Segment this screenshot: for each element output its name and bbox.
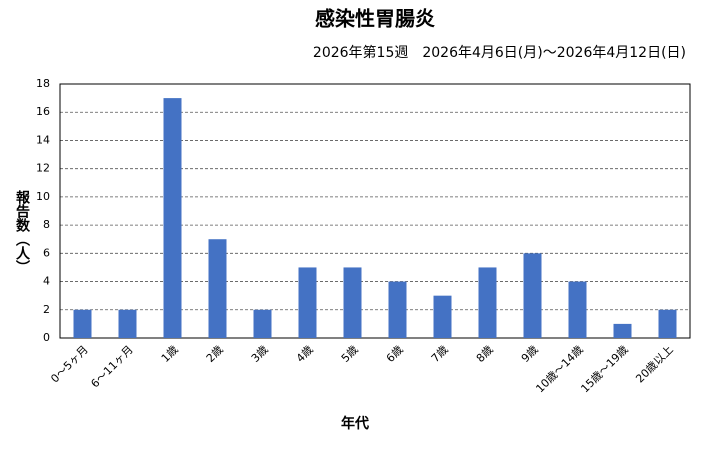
bar — [523, 253, 542, 338]
x-tick-label: 0～5ヶ月 — [48, 343, 90, 385]
bar — [163, 98, 182, 338]
bar — [298, 267, 317, 338]
y-tick-label: 8 — [43, 218, 50, 231]
x-tick-label: 10歳～14歳 — [533, 343, 585, 395]
y-tick-label: 4 — [43, 275, 50, 288]
x-tick-label: 3歳 — [249, 343, 271, 365]
x-tick-label: 5歳 — [339, 343, 361, 365]
bar — [388, 281, 407, 338]
x-tick-label: 2歳 — [204, 343, 226, 365]
bar — [343, 267, 362, 338]
bar — [433, 295, 452, 338]
x-tick-label: 20歳以上 — [633, 343, 675, 385]
bar — [568, 281, 587, 338]
y-tick-label: 6 — [43, 246, 50, 259]
bar — [613, 323, 632, 338]
plot-frame — [59, 83, 691, 339]
x-tick-label: 8歳 — [474, 343, 496, 365]
x-axis-title: 年代 — [341, 415, 369, 432]
bar — [658, 309, 677, 338]
y-tick-label: 0 — [43, 331, 50, 344]
x-tick-label: 4歳 — [294, 343, 316, 365]
bar — [208, 239, 227, 338]
y-tick-label: 10 — [36, 190, 50, 203]
bar — [118, 309, 137, 338]
bar — [253, 309, 272, 338]
y-tick-label: 14 — [36, 133, 50, 146]
x-tick-label: 1歳 — [159, 343, 181, 365]
chart-title: 感染性胃腸炎 — [315, 7, 435, 31]
x-tick-label: 7歳 — [429, 343, 451, 365]
x-tick-label: 9歳 — [519, 343, 541, 365]
bar — [73, 309, 92, 338]
x-tick-label: 6歳 — [384, 343, 406, 365]
y-tick-label: 12 — [36, 162, 50, 175]
y-axis-title: 報告数（人） — [14, 189, 31, 274]
chart-subtitle: 2026年第15週 2026年4月6日(月)～2026年4月12日(日) — [313, 44, 686, 61]
y-tick-label: 2 — [43, 303, 50, 316]
x-tick-label: 6～11ヶ月 — [88, 343, 135, 390]
bar — [478, 267, 497, 338]
x-tick-label: 15歳～19歳 — [578, 343, 630, 395]
y-tick-label: 18 — [36, 77, 50, 90]
y-tick-label: 16 — [36, 105, 50, 118]
